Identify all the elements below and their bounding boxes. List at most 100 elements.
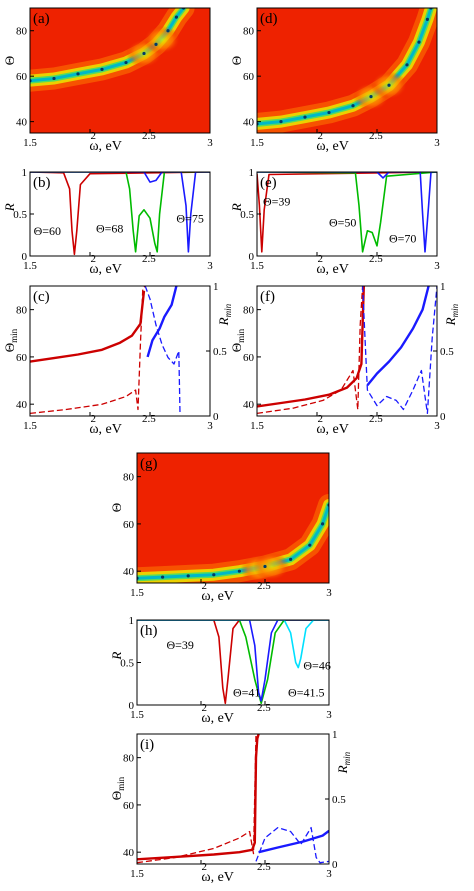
- x-tick-label: 2.5: [369, 413, 383, 425]
- x-tick-label: 3: [434, 260, 440, 272]
- panel-label: (a): [33, 11, 50, 27]
- y2-tick-label: 0: [213, 411, 219, 423]
- y-tick-label: 40: [16, 117, 28, 129]
- ridge-point: [303, 115, 307, 119]
- x-tick-label: 3: [207, 260, 213, 272]
- y-tick-label: 80: [243, 26, 255, 38]
- x-tick-label: 1.5: [130, 709, 144, 721]
- series-line-blue: [366, 286, 430, 387]
- panel-g: (g) 1.5 2 2.5 3 ω, eV 40 60 80 Θ: [109, 452, 332, 604]
- x-tick-label: 2.5: [142, 413, 156, 425]
- y-tick-label: 80: [123, 472, 135, 484]
- x-axis-label: ω, eV: [316, 422, 349, 437]
- series-line-green: [30, 172, 210, 253]
- x-tick-label: 2: [318, 253, 324, 265]
- x-axis-label: ω, eV: [89, 262, 122, 277]
- series-line-red: [137, 734, 260, 861]
- y-axis-label: Θ: [2, 56, 17, 65]
- x-tick-label: 2.5: [369, 130, 383, 142]
- y-tick-label: 80: [123, 753, 135, 765]
- series-line-blue: [137, 620, 329, 702]
- x-tick-label: 1.5: [250, 260, 264, 272]
- series-line-red: [137, 620, 329, 705]
- y-tick-label: 60: [243, 352, 255, 364]
- y2-tick-label: 0.5: [332, 794, 346, 806]
- ridge-point: [76, 72, 80, 76]
- ridge-point: [174, 15, 178, 19]
- y-axis-label: Θmin: [229, 328, 246, 352]
- curve-annotation: Θ=75: [176, 211, 203, 225]
- ridge-point: [100, 67, 104, 71]
- panel-label: (f): [260, 289, 275, 305]
- x-tick-label: 1.5: [23, 420, 37, 432]
- panel-label: (h): [140, 623, 158, 639]
- panel-c: (c) 1.5 2 2.5 3 ω, eV 40 60 80 Θmin 0 0.5 1 Rmin: [2, 281, 233, 437]
- ridge-point: [237, 569, 241, 573]
- y-tick-label: 1: [22, 167, 28, 179]
- y2-axis-label: Rmin: [443, 303, 460, 326]
- x-axis-label: ω, eV: [316, 262, 349, 277]
- x-tick-label: 1.5: [130, 587, 144, 599]
- y-axis-label: Θ: [229, 56, 244, 65]
- series-line-cyan: [137, 620, 329, 669]
- ridge-point: [154, 42, 158, 46]
- ridge-point: [263, 564, 267, 569]
- series-line-green: [257, 172, 437, 253]
- y-tick-label: 60: [123, 800, 135, 812]
- x-tick-label: 3: [326, 709, 332, 721]
- y-tick-label: 80: [16, 305, 28, 317]
- y-axis-label: R: [2, 203, 17, 212]
- series-line-blue: [144, 286, 181, 414]
- series-line-blue: [257, 172, 437, 253]
- curve-annotation: Θ=60: [34, 224, 61, 238]
- y2-axis-label: Rmin: [216, 303, 233, 326]
- y-axis-label: R: [229, 203, 244, 212]
- y-tick-label: 1: [129, 615, 135, 627]
- y-tick-label: 60: [16, 71, 28, 83]
- x-tick-label: 3: [207, 420, 213, 432]
- y2-tick-label: 0: [440, 411, 446, 423]
- panel-label: (d): [260, 11, 278, 27]
- ridge-point: [351, 104, 355, 108]
- x-axis-label: ω, eV: [201, 711, 234, 726]
- panel-label: (b): [33, 175, 51, 191]
- panel-b: Θ=60 Θ=68 Θ=75 (b) 1.5 2 2.5 3 ω, eV 0 0.5 1 R: [2, 167, 213, 277]
- x-tick-label: 3: [207, 137, 213, 149]
- y-tick-label: 0: [249, 251, 255, 263]
- plot-frame: [29, 7, 211, 134]
- x-tick-label: 1.5: [250, 137, 264, 149]
- x-tick-label: 2.5: [142, 130, 156, 142]
- x-tick-label: 2: [91, 413, 97, 425]
- x-axis-label: ω, eV: [201, 589, 234, 604]
- y-tick-label: 40: [16, 399, 28, 411]
- y-tick-label: 40: [243, 399, 255, 411]
- x-tick-label: 3: [326, 868, 332, 880]
- ridge-point: [166, 29, 170, 33]
- plot-frame: [256, 7, 438, 134]
- ridge-point: [308, 543, 312, 547]
- x-tick-label: 2.5: [369, 253, 383, 265]
- y2-tick-label: 0.5: [213, 346, 227, 358]
- y-axis-label: Θmin: [2, 328, 19, 352]
- x-tick-label: 1.5: [23, 260, 37, 272]
- y-tick-label: 40: [123, 847, 135, 859]
- y2-tick-label: 1: [213, 281, 219, 293]
- x-tick-label: 2.5: [142, 253, 156, 265]
- series-line-red: [30, 290, 146, 363]
- panel-e: Θ=39 Θ=50 Θ=70 (e) 1.5 2 2.5 3 ω, eV 0 0.5 1 R: [229, 167, 440, 277]
- series-line-red: [30, 286, 146, 415]
- ridge-point: [52, 76, 56, 81]
- ridge-point: [369, 95, 373, 99]
- panel-a: (a) 1.5 2 2.5 3 ω, eV 40 60 80 Θ: [2, 7, 213, 154]
- series-line-blue: [258, 829, 329, 854]
- y2-tick-label: 1: [440, 281, 446, 293]
- x-tick-label: 2: [91, 253, 97, 265]
- x-tick-label: 2: [318, 413, 324, 425]
- series-line-blue: [361, 286, 437, 415]
- panel-h: Θ=39 Θ=41 Θ=41.5 Θ=46 (h) 1.5 2 2.5 3 ω, eV 0 0.5 1 R: [109, 615, 332, 726]
- ridge-point: [279, 120, 283, 124]
- ridge-point: [212, 573, 216, 577]
- x-tick-label: 1.5: [23, 137, 37, 149]
- ridge-point: [161, 575, 165, 579]
